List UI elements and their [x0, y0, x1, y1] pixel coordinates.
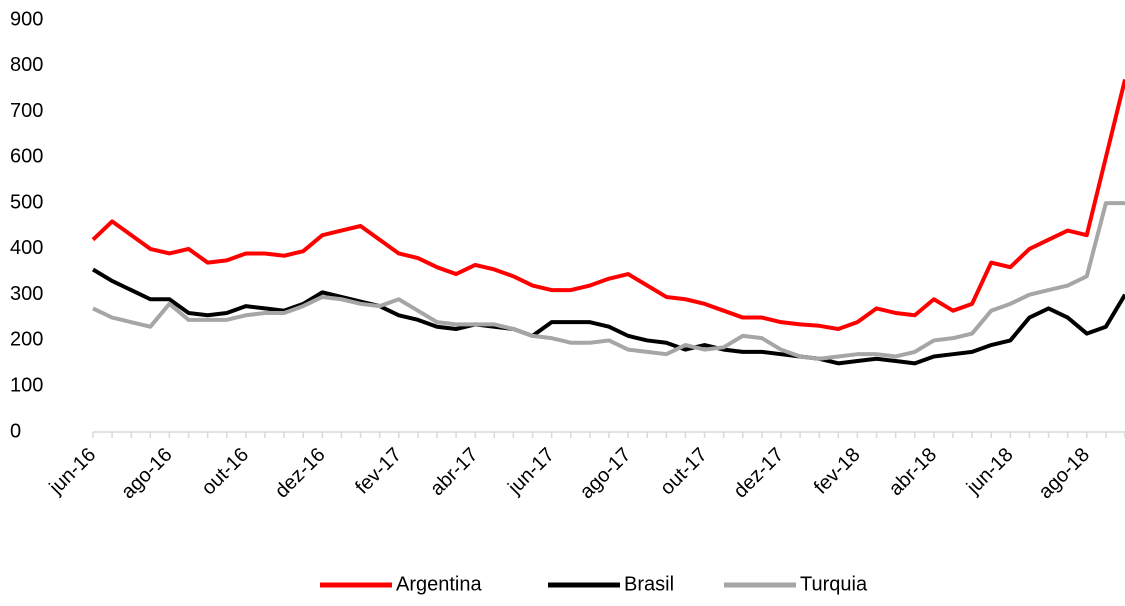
x-tick-label: jun-16 [45, 444, 101, 500]
x-tick-label: ago-16 [117, 444, 177, 504]
x-tick-label: jun-17 [503, 444, 559, 500]
x-tick-label: ago-18 [1034, 444, 1094, 504]
y-tick-label: 100 [10, 375, 43, 397]
series-line [91, 267, 1125, 366]
legend-label: Turquia [800, 573, 868, 595]
x-tick-label: fev-17 [351, 444, 406, 499]
y-tick-label: 0 [10, 420, 21, 442]
series-line [91, 79, 1125, 331]
x-tick-label: ago-17 [576, 444, 636, 504]
y-tick-label: 400 [10, 237, 43, 259]
y-tick-label: 300 [10, 283, 43, 305]
y-tick-label: 800 [10, 54, 43, 76]
y-tick-label: 200 [10, 329, 43, 351]
x-tick-label: jun-18 [962, 444, 1018, 500]
y-tick-label: 600 [10, 146, 43, 168]
x-tick-label: dez-16 [271, 444, 330, 503]
y-tick-label: 700 [10, 100, 43, 122]
series-line [92, 201, 1125, 361]
x-tick-label: out-17 [656, 444, 712, 500]
x-tick-label: out-16 [197, 444, 253, 500]
x-tick-label: abr-18 [885, 444, 941, 500]
legend-label: Argentina [396, 573, 482, 595]
x-tick-label: abr-17 [426, 444, 482, 500]
x-tick-label: fev-18 [810, 444, 865, 499]
y-tick-label: 900 [10, 8, 43, 30]
legend-label: Brasil [624, 573, 674, 595]
x-tick-label: dez-17 [729, 444, 788, 503]
y-tick-label: 500 [10, 191, 43, 213]
